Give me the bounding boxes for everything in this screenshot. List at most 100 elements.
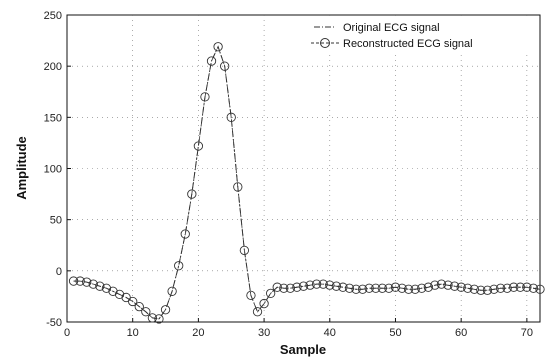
reconstructed-point (95, 281, 105, 291)
reconstructed-point (364, 283, 374, 293)
reconstructed-point (226, 112, 236, 122)
reconstructed-point (167, 286, 177, 296)
reconstructed-point (180, 229, 190, 239)
x-tick-label: 30 (258, 327, 270, 339)
reconstructed-point (233, 182, 243, 192)
reconstructed-point (476, 285, 486, 295)
reconstructed-point (463, 283, 473, 293)
y-tick-label: 0 (56, 266, 62, 278)
reconstructed-point (305, 280, 315, 290)
reconstructed-point (482, 285, 493, 295)
reconstructed-point (331, 281, 341, 291)
reconstructed-point (134, 301, 144, 312)
reconstructed-point (417, 283, 427, 293)
y-tick-label: 250 (44, 10, 62, 22)
reconstructed-point (522, 282, 532, 292)
reconstructed-point (154, 314, 164, 324)
reconstructed-point (371, 283, 381, 293)
reconstructed-point (128, 296, 138, 307)
reconstructed-point (489, 284, 499, 294)
y-axis-title: Amplitude (14, 136, 29, 200)
reconstructed-point (357, 284, 368, 294)
reconstructed-point (410, 284, 420, 294)
x-tick-label: 70 (521, 327, 533, 339)
reconstructed-point (285, 283, 296, 293)
y-tick-label: 200 (44, 61, 62, 73)
reconstructed-point (430, 280, 440, 290)
reconstructed-point (259, 298, 269, 309)
reconstructed-point (174, 261, 184, 271)
reconstructed-point (456, 282, 466, 292)
reconstructed-point (200, 92, 210, 102)
reconstructed-point (325, 280, 335, 290)
reconstructed-point (272, 282, 282, 292)
reconstructed-point (114, 289, 125, 300)
y-tick-label: 150 (44, 112, 62, 124)
reconstructed-point (528, 283, 539, 293)
legend: Original ECG signal Reconstructed ECG si… (302, 16, 538, 54)
reconstructed-point (390, 282, 401, 292)
reconstructed-point (449, 281, 460, 291)
reconstructed-point (147, 313, 158, 323)
series-reconstructed-line (73, 45, 541, 320)
reconstructed-point (121, 292, 131, 303)
reconstructed-point (502, 283, 512, 293)
reconstructed-point (384, 283, 394, 293)
reconstructed-point (423, 282, 433, 292)
reconstructed-point (351, 284, 361, 294)
reconstructed-point (535, 284, 545, 294)
reconstructed-point (436, 279, 447, 289)
x-tick-label: 20 (192, 327, 204, 339)
reconstructed-point (88, 279, 98, 289)
x-axis-title: Sample (280, 342, 326, 357)
reconstructed-point (338, 282, 348, 292)
reconstructed-point (220, 61, 230, 71)
reconstructed-point (252, 307, 263, 317)
legend-label-reconstructed: Reconstructed ECG signal (343, 38, 473, 50)
reconstructed-point (160, 305, 171, 315)
reconstructed-point (292, 282, 302, 292)
reconstructed-point (397, 283, 407, 293)
reconstructed-point (266, 288, 276, 298)
reconstructed-point (279, 283, 289, 293)
x-tick-label: 40 (324, 327, 336, 339)
reconstructed-point (101, 283, 112, 293)
reconstructed-point (239, 245, 250, 256)
reconstructed-point (318, 279, 328, 289)
legend-label-original: Original ECG signal (343, 22, 440, 34)
x-tick-label: 60 (455, 327, 467, 339)
x-tick-label: 0 (64, 327, 70, 339)
y-tick-label: 50 (50, 215, 62, 227)
reconstructed-point (469, 284, 479, 294)
x-axis-ticks: 0 10 20 30 40 50 60 70 (64, 318, 533, 339)
legend-box (302, 16, 538, 54)
reconstructed-point (377, 283, 387, 293)
reconstructed-point (403, 284, 414, 294)
reconstructed-point (108, 286, 118, 296)
legend-marker-reconstructed (320, 38, 330, 48)
reconstructed-point (213, 42, 223, 52)
reconstructed-point (68, 276, 79, 286)
y-tick-label: -50 (46, 317, 62, 329)
reconstructed-point (75, 276, 85, 286)
series-layer (68, 42, 545, 324)
x-tick-label: 50 (389, 327, 401, 339)
grid-lines (67, 15, 540, 322)
y-axis-ticks: -50 0 50 100 150 200 250 (44, 10, 71, 329)
x-tick-label: 10 (127, 327, 139, 339)
reconstructed-point (344, 283, 355, 293)
reconstructed-point (82, 277, 92, 287)
reconstructed-point (298, 281, 309, 291)
reconstructed-point (141, 307, 151, 317)
reconstructed-point (443, 280, 453, 290)
reconstructed-point (206, 56, 217, 66)
reconstructed-point (509, 282, 519, 292)
reconstructed-point (246, 290, 256, 301)
reconstructed-point (311, 279, 322, 289)
reconstructed-point (187, 189, 197, 199)
reconstructed-point (515, 282, 525, 292)
reconstructed-point (193, 141, 204, 151)
reconstructed-point (495, 283, 506, 293)
y-tick-label: 100 (44, 164, 62, 176)
